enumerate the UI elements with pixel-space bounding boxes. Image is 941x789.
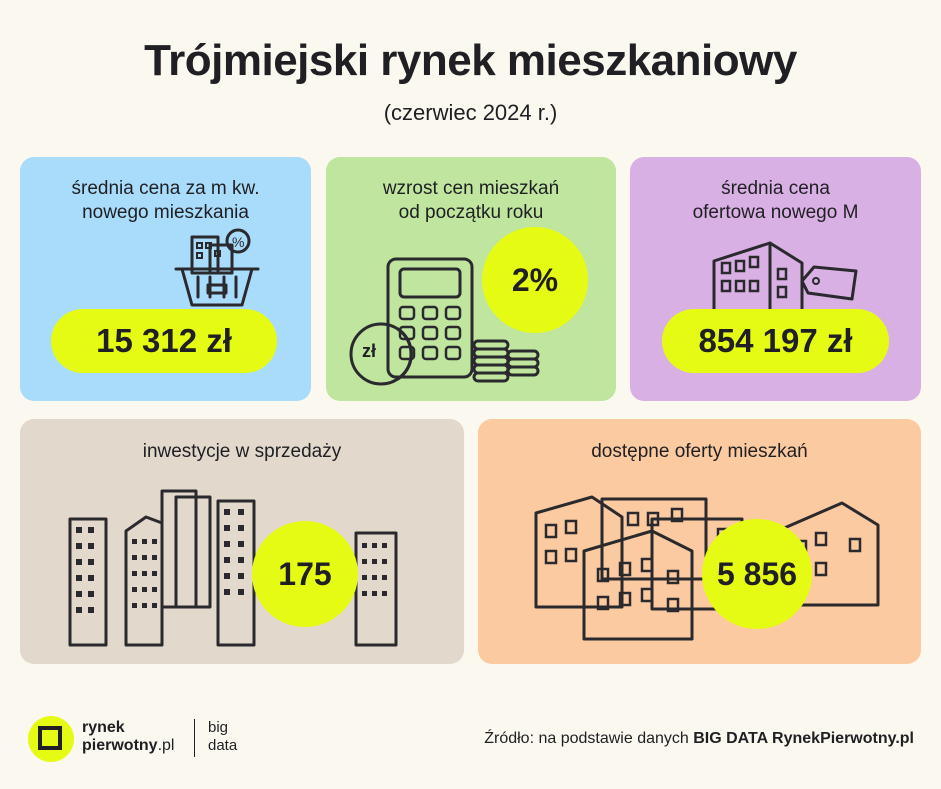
card-available-offers-label: dostępne oferty mieszkań (591, 441, 808, 462)
building-with-tag-icon (712, 241, 858, 315)
coin-icon (349, 322, 413, 386)
page-title: Trójmiejski rynek mieszkaniowy (144, 36, 797, 85)
logo-divider (194, 719, 195, 757)
coin-stack-icon (472, 339, 540, 383)
rynekpierwotny-logo-icon (28, 716, 74, 762)
available-offers-value: 5 856 (702, 519, 812, 629)
logo-text: rynek pierwotny.pl (82, 719, 175, 754)
card-investments-label: inwestycje w sprzedaży (142, 441, 342, 462)
investments-value: 175 (252, 521, 358, 627)
card-avg-offer-price-label: średnia cena ofertowa nowego M (692, 178, 859, 223)
svg-text:%: % (232, 234, 244, 250)
card-avg-offer-price: średnia cena ofertowa nowego M 854 197 z… (630, 157, 921, 401)
card-price-growth-label: wzrost cen mieszkań od początku roku (382, 178, 560, 223)
skyscrapers-icon (68, 489, 398, 647)
price-growth-value: 2% (482, 227, 588, 333)
card-price-per-m2-label: średnia cena za m kw. nowego mieszkania (71, 178, 260, 223)
big-data-label: big data (208, 719, 238, 754)
shopping-basket-icon: % (174, 228, 260, 307)
source-note: Źródło: na podstawie danych BIG DATA Ryn… (484, 730, 914, 747)
card-price-growth: wzrost cen mieszkań od początku roku 2% … (326, 157, 616, 401)
calculator-icon (386, 257, 474, 379)
page-subtitle: (czerwiec 2024 r.) (383, 100, 558, 125)
coin-label: zł (362, 341, 377, 361)
avg-offer-price-value: 854 197 zł (662, 309, 889, 373)
card-available-offers: dostępne oferty mieszkań 5 856 (478, 419, 921, 664)
card-investments: inwestycje w sprzedaży 17 (20, 419, 464, 664)
price-per-m2-value: 15 312 zł (51, 309, 277, 373)
card-price-per-m2: średnia cena za m kw. nowego mieszkania … (20, 157, 311, 401)
